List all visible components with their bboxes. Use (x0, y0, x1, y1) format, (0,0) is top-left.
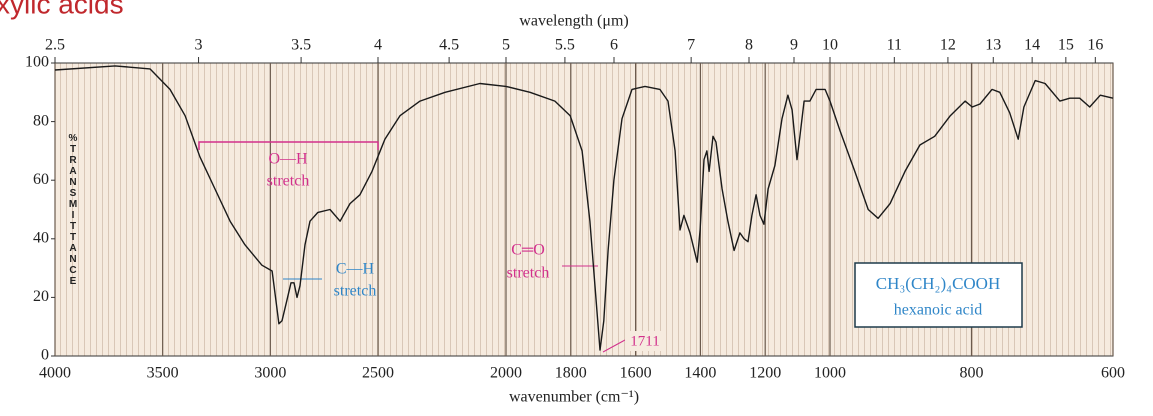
x-tick-label: 4000 (39, 365, 71, 382)
x2-tick-label: 16 (1087, 37, 1103, 54)
x2-tick-label: 7 (687, 37, 695, 54)
x-tick-label: 1600 (620, 365, 652, 382)
x2-tick-label: 4.5 (439, 37, 459, 54)
annotation: stretch (267, 173, 310, 190)
y-tick-label: 60 (33, 171, 49, 188)
x-tick-label: 1000 (814, 365, 846, 382)
y-tick-label: 20 (33, 288, 49, 305)
compound-name: hexanoic acid (894, 302, 982, 319)
annotation: stretch (334, 283, 377, 300)
annotation: stretch (507, 265, 550, 282)
annotation: O—H (268, 151, 308, 168)
annotation: C═O (511, 242, 545, 259)
y-axis-label: %TRANSMITTANCE (68, 133, 79, 287)
peak-label-box (625, 331, 665, 351)
y-tick-label: 0 (41, 347, 49, 364)
x-tick-label: 2500 (362, 365, 394, 382)
x2-tick-label: 8 (745, 37, 753, 54)
y-tick-label: 100 (25, 54, 49, 71)
x2-tick-label: 14 (1024, 37, 1040, 54)
x2-tick-label: 12 (940, 37, 956, 54)
x-tick-label: 3500 (147, 365, 179, 382)
x2-tick-label: 4 (374, 37, 382, 54)
y-tick-label: 80 (33, 112, 49, 129)
x2-tick-label: 15 (1058, 37, 1074, 54)
x2-tick-label: 13 (985, 37, 1001, 54)
x-tick-label: 1800 (555, 365, 587, 382)
annotation: C—H (336, 261, 375, 278)
chart-title: xylic acids (0, 0, 124, 19)
compound-box (854, 262, 1023, 328)
x2-tick-label: 10 (822, 37, 838, 54)
x-tick-label: 800 (960, 365, 984, 382)
x-tick-label: 1400 (684, 365, 716, 382)
x2-tick-label: 3 (195, 37, 203, 54)
oh-bracket (198, 141, 379, 150)
x-tick-label: 3000 (254, 365, 286, 382)
x2-tick-label: 3.5 (291, 37, 311, 54)
peak-pointer (602, 339, 626, 353)
x2-tick-label: 2.5 (45, 37, 65, 54)
x-tick-label: 1200 (749, 365, 781, 382)
x2-tick-label: 5.5 (555, 37, 575, 54)
compound-formula: CH₃(CH₂)₄COOH (876, 274, 1001, 293)
x2-tick-label: 11 (887, 37, 902, 54)
y-tick-label: 40 (33, 229, 49, 246)
x2-axis-label: wavelength (μm) (519, 13, 628, 30)
x2-tick-label: 5 (502, 37, 510, 54)
x-axis-label: wavenumber (cm⁻¹) (509, 389, 639, 406)
peak-label: 1711 (630, 333, 659, 349)
spectrum-line (54, 65, 1114, 351)
x2-tick-label: 6 (610, 37, 618, 54)
x2-tick-label: 9 (790, 37, 798, 54)
x-tick-label: 600 (1101, 365, 1125, 382)
x-tick-label: 2000 (490, 365, 522, 382)
